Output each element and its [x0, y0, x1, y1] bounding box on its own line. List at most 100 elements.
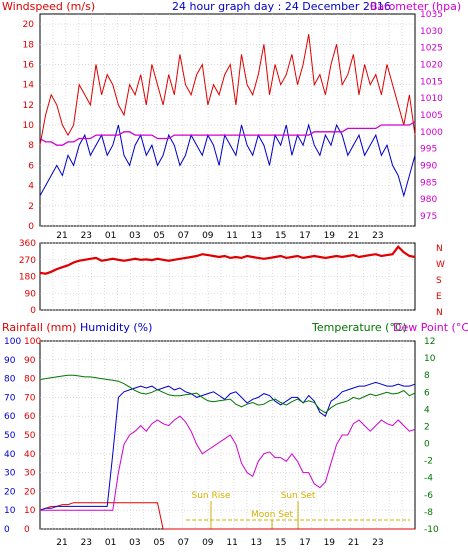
temperature-tick: 8 [424, 371, 430, 381]
barometer-tick: 1030 [420, 27, 443, 37]
barometer-tick: 1000 [420, 128, 443, 138]
x-tick-label: 09 [202, 231, 214, 241]
temperature-axis-label: Temperature (°C) [311, 321, 407, 334]
rain-hum-temp-series [39, 374, 416, 530]
rainfall-tick: 0 [4, 525, 10, 535]
humidity-tick: 80 [24, 375, 36, 385]
humidity-line [39, 381, 416, 511]
x-tick-label: 19 [324, 231, 336, 241]
rainfall-tick: 60 [4, 412, 16, 422]
humidity-tick: 30 [24, 469, 36, 479]
windspeed-tick: 16 [23, 60, 35, 70]
wind-baro-series [39, 34, 416, 198]
temperature-tick: -8 [424, 508, 433, 518]
x-tick-label: 01 [105, 538, 116, 548]
barometer-tick: 990 [420, 161, 437, 171]
humidity-tick: 50 [24, 431, 36, 441]
temperature-tick: -10 [424, 525, 439, 535]
x-tick-label: 19 [324, 538, 336, 548]
x-tick-label: 15 [275, 231, 286, 241]
wind-direction-grid [40, 242, 415, 311]
x-tick-label: 23 [372, 538, 383, 548]
wind-average-line [39, 123, 416, 198]
time-tick-labels-top: 21 23 01 03 05 07 09 11 13 15 17 19 21 23 [56, 231, 383, 241]
direction-tick: 180 [19, 273, 36, 283]
graph-title: 24 hour graph day : 24 December 2016 [172, 0, 391, 13]
temperature-tick: -2 [424, 457, 433, 467]
rainfall-tick: 50 [4, 431, 16, 441]
rainfall-tick: 80 [4, 375, 16, 385]
x-tick-label: 11 [226, 231, 237, 241]
x-tick-label: 21 [56, 231, 67, 241]
x-tick-label: 21 [348, 231, 359, 241]
wind-direction-tick-labels: 0 90 180 270 360 [19, 239, 36, 316]
barometer-line [39, 121, 416, 146]
compass-label: S [436, 276, 442, 286]
astro-markers: Sun Rise Sun Set Moon Set [186, 491, 410, 529]
astro-marker-label: Sun Set [281, 491, 316, 501]
x-tick-label: 09 [202, 538, 214, 548]
x-tick-label: 21 [56, 538, 67, 548]
x-tick-label: 13 [251, 231, 262, 241]
direction-tick: 270 [19, 256, 36, 266]
x-tick-label: 23 [372, 231, 383, 241]
barometer-axis-label: Barometer (hpa) [370, 0, 461, 13]
windspeed-tick: 8 [28, 141, 34, 151]
direction-tick: 0 [30, 306, 36, 316]
windspeed-tick: 4 [28, 182, 34, 192]
windspeed-tick-labels: 0 2 4 6 8 10 12 14 16 18 20 [23, 20, 35, 232]
humidity-tick: 40 [24, 450, 36, 460]
astro-marker-label: Moon Set [251, 510, 294, 520]
humidity-tick: 90 [24, 356, 36, 366]
direction-tick: 360 [19, 239, 36, 249]
rainfall-tick: 20 [4, 487, 16, 497]
astro-marker-label: Sun Rise [192, 491, 231, 501]
windspeed-tick: 18 [23, 40, 35, 50]
x-tick-label: 17 [299, 231, 310, 241]
temperature-tick: 0 [424, 440, 430, 450]
windspeed-axis-label: Windspeed (m/s) [2, 0, 95, 13]
barometer-tick: 995 [420, 145, 437, 155]
x-tick-label: 07 [178, 231, 189, 241]
x-tick-label: 11 [226, 538, 237, 548]
time-tick-labels-bottom: 21 23 01 03 05 07 09 11 13 15 17 19 21 23 [56, 538, 383, 548]
direction-tick: 90 [25, 289, 37, 299]
windspeed-tick: 10 [23, 121, 35, 131]
temperature-tick-labels: -10 -8 -6 -4 -2 0 2 4 6 8 10 12 [424, 337, 439, 535]
barometer-tick: 1025 [420, 44, 443, 54]
windspeed-tick: 6 [28, 161, 34, 171]
x-tick-label: 03 [129, 231, 140, 241]
x-tick-label: 05 [153, 231, 164, 241]
x-tick-label: 03 [129, 538, 140, 548]
temperature-tick: 10 [424, 354, 436, 364]
x-tick-label: 17 [299, 538, 310, 548]
barometer-tick: 1020 [420, 60, 443, 70]
x-tick-label: 05 [153, 538, 164, 548]
barometer-tick: 1005 [420, 111, 443, 121]
rainfall-line [39, 502, 415, 530]
wind-baro-panel: 0 2 4 6 8 10 12 14 16 18 20 975 980 985 990 995 1000 100… [23, 10, 444, 232]
humidity-tick: 10 [24, 506, 36, 516]
x-tick-label: 01 [105, 231, 116, 241]
x-tick-label: 13 [251, 538, 262, 548]
rainfall-tick: 100 [4, 337, 21, 347]
wind-direction-line [39, 245, 416, 275]
rainfall-tick: 90 [4, 356, 16, 366]
rainfall-tick: 30 [4, 469, 16, 479]
rainfall-tick: 70 [4, 393, 16, 403]
wind-gust-line [39, 34, 416, 146]
barometer-tick-labels: 975 980 985 990 995 1000 1005 1010 1015 1020 1025 1… [420, 10, 443, 222]
temperature-tick: 4 [424, 405, 430, 415]
windspeed-tick: 12 [23, 101, 34, 111]
dew-point-axis-label: Dew Point (°C) [393, 321, 468, 334]
x-tick-label: 21 [348, 538, 359, 548]
temperature-tick: -6 [424, 491, 433, 501]
rainfall-tick: 40 [4, 450, 16, 460]
humidity-axis-label: Humidity (%) [80, 321, 152, 334]
compass-label: N [436, 308, 443, 318]
temperature-tick: -4 [424, 474, 433, 484]
barometer-tick: 1035 [420, 10, 443, 20]
